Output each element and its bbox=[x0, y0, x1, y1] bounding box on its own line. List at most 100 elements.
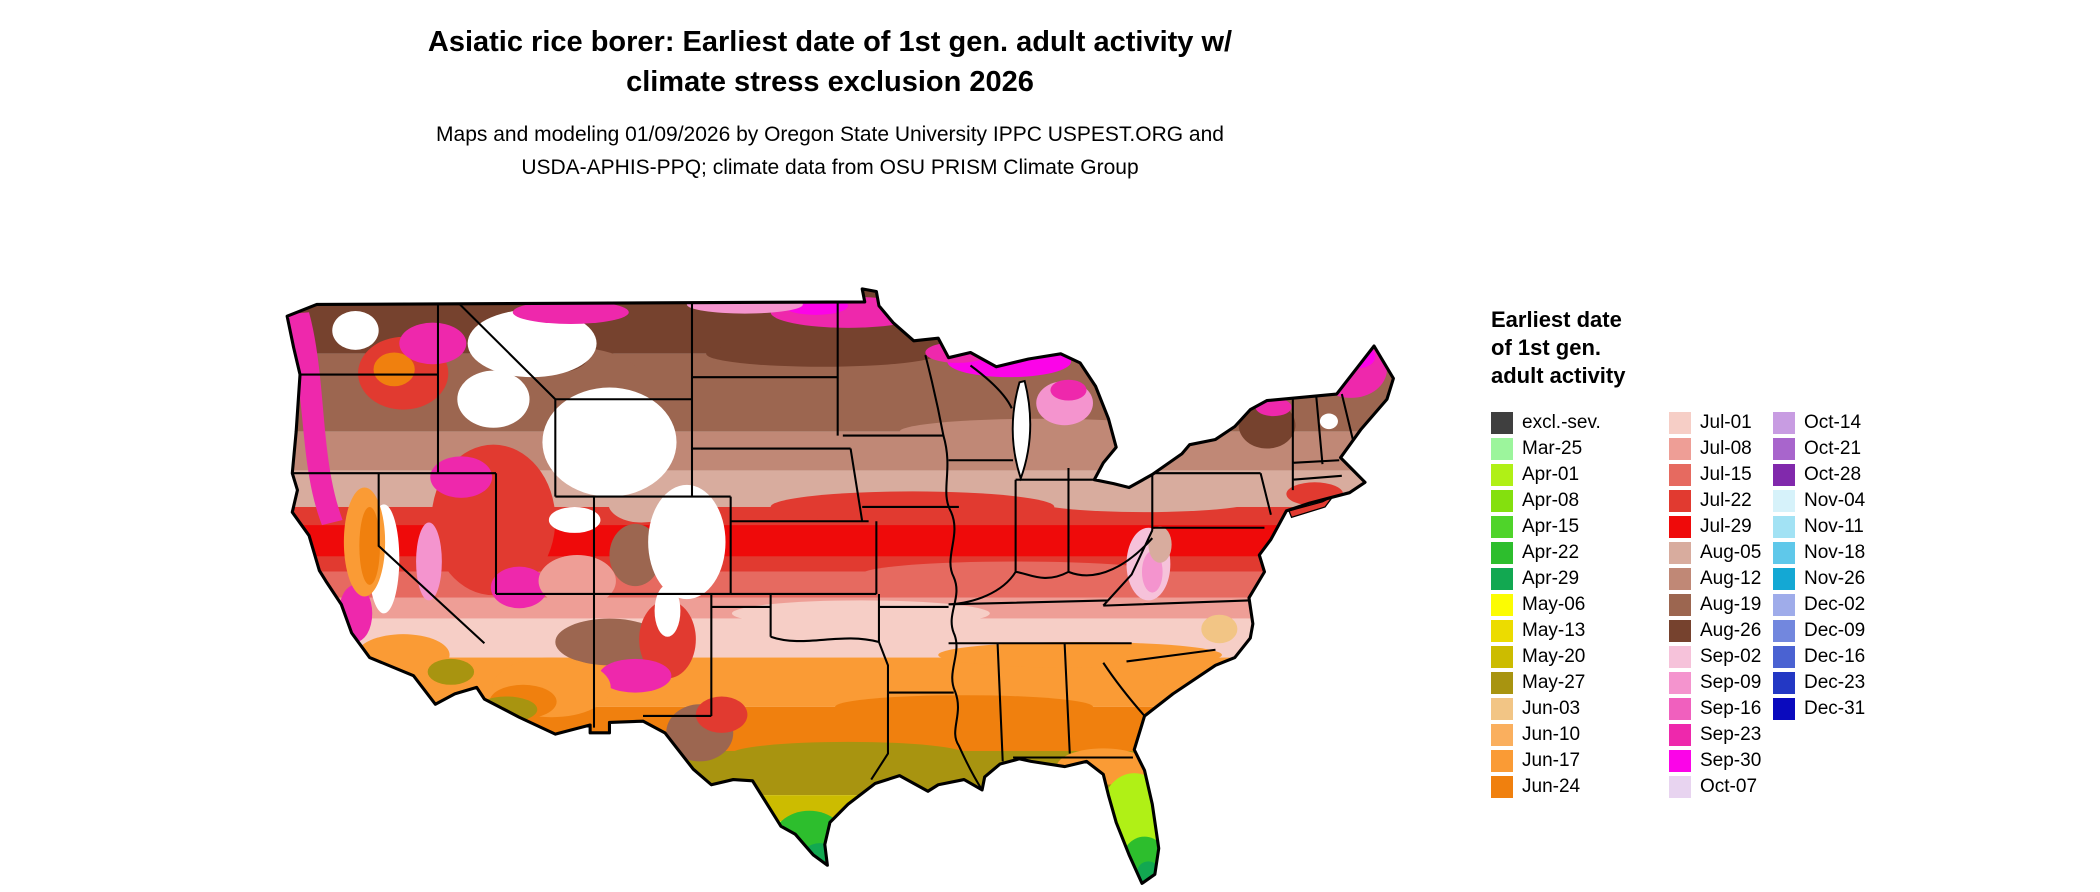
legend-swatch bbox=[1669, 776, 1691, 798]
legend-item: Aug-12 bbox=[1669, 566, 1761, 592]
legend-swatch bbox=[1491, 646, 1513, 668]
legend-label: Jul-15 bbox=[1700, 464, 1752, 485]
legend-title-line-3: adult activity bbox=[1491, 363, 1626, 388]
legend-swatch bbox=[1491, 594, 1513, 616]
legend-swatch bbox=[1669, 568, 1691, 590]
legend-item: Jun-17 bbox=[1491, 748, 1601, 774]
legend-label: excl.-sev. bbox=[1522, 412, 1601, 433]
legend-item: Jul-15 bbox=[1669, 462, 1761, 488]
legend-swatch bbox=[1491, 750, 1513, 772]
legend-label: Jun-03 bbox=[1522, 698, 1581, 719]
legend-label: Jun-10 bbox=[1522, 724, 1581, 745]
legend-label: Aug-12 bbox=[1700, 568, 1762, 589]
lake-michigan bbox=[1011, 379, 1032, 482]
legend-swatch bbox=[1669, 646, 1691, 668]
legend-item: Jul-22 bbox=[1669, 488, 1761, 514]
legend-item: Nov-04 bbox=[1773, 488, 1865, 514]
legend-swatch bbox=[1669, 438, 1691, 460]
legend-swatch bbox=[1491, 412, 1513, 434]
legend-label: Dec-09 bbox=[1804, 620, 1866, 641]
legend-item: Aug-05 bbox=[1669, 540, 1761, 566]
legend-item: Oct-14 bbox=[1773, 410, 1865, 436]
legend-item: Oct-07 bbox=[1669, 774, 1761, 800]
legend-item: Sep-09 bbox=[1669, 670, 1761, 696]
legend-swatch bbox=[1669, 620, 1691, 642]
legend-swatch bbox=[1491, 490, 1513, 512]
state-borders bbox=[292, 301, 1356, 791]
west-terrain-blobs bbox=[287, 300, 748, 762]
legend-item: Oct-28 bbox=[1773, 462, 1865, 488]
legend-swatch bbox=[1491, 542, 1513, 564]
legend-label: Oct-21 bbox=[1804, 438, 1862, 459]
legend-swatch bbox=[1773, 698, 1795, 720]
legend-label: Nov-18 bbox=[1804, 542, 1866, 563]
legend-swatch bbox=[1491, 464, 1513, 486]
legend-swatch bbox=[1669, 412, 1691, 434]
legend-label: Apr-29 bbox=[1522, 568, 1580, 589]
legend-item: Jul-01 bbox=[1669, 410, 1761, 436]
legend-item: May-27 bbox=[1491, 670, 1601, 696]
legend-item: Apr-15 bbox=[1491, 514, 1601, 540]
legend-item: Jun-03 bbox=[1491, 696, 1601, 722]
legend-label: Sep-09 bbox=[1700, 672, 1762, 693]
legend-swatch bbox=[1773, 412, 1795, 434]
legend-swatch bbox=[1773, 568, 1795, 590]
legend-item: Mar-25 bbox=[1491, 436, 1601, 462]
legend-item: Aug-19 bbox=[1669, 592, 1761, 618]
legend-swatch bbox=[1669, 542, 1691, 564]
legend-item: excl.-sev. bbox=[1491, 410, 1601, 436]
legend-label: May-20 bbox=[1522, 646, 1586, 667]
legend-swatch bbox=[1669, 516, 1691, 538]
legend-item: Oct-21 bbox=[1773, 436, 1865, 462]
legend-label: May-27 bbox=[1522, 672, 1586, 693]
legend-swatch bbox=[1491, 620, 1513, 642]
legend-label: May-13 bbox=[1522, 620, 1586, 641]
legend-swatch bbox=[1491, 438, 1513, 460]
legend-label: Oct-14 bbox=[1804, 412, 1862, 433]
legend-label: Jun-24 bbox=[1522, 776, 1581, 797]
legend-swatch bbox=[1773, 438, 1795, 460]
legend-item: Jul-29 bbox=[1669, 514, 1761, 540]
legend-item: Nov-26 bbox=[1773, 566, 1865, 592]
legend-label: Sep-02 bbox=[1700, 646, 1762, 667]
legend-column-3: Oct-14 Oct-21 Oct-28 Nov-04 Nov-11 Nov-18 Nov-… bbox=[1773, 410, 1865, 722]
legend-item: Dec-16 bbox=[1773, 644, 1865, 670]
legend-label: Dec-31 bbox=[1804, 698, 1866, 719]
legend-label: Oct-07 bbox=[1700, 776, 1758, 797]
legend-swatch bbox=[1491, 672, 1513, 694]
legend-item: Dec-23 bbox=[1773, 670, 1865, 696]
legend-swatch bbox=[1491, 698, 1513, 720]
legend-swatch bbox=[1773, 542, 1795, 564]
legend-swatch bbox=[1669, 724, 1691, 746]
legend-label: Oct-28 bbox=[1804, 464, 1862, 485]
legend-item: Dec-09 bbox=[1773, 618, 1865, 644]
legend-item: May-20 bbox=[1491, 644, 1601, 670]
legend-swatch bbox=[1669, 464, 1691, 486]
legend-label: Dec-23 bbox=[1804, 672, 1866, 693]
legend-label: Aug-05 bbox=[1700, 542, 1762, 563]
legend-item: May-13 bbox=[1491, 618, 1601, 644]
legend-item: Nov-11 bbox=[1773, 514, 1865, 540]
legend-item: Jun-10 bbox=[1491, 722, 1601, 748]
legend-label: Apr-08 bbox=[1522, 490, 1580, 511]
legend-label: Nov-11 bbox=[1804, 516, 1864, 537]
legend-label: Nov-26 bbox=[1804, 568, 1866, 589]
legend-item: Dec-02 bbox=[1773, 592, 1865, 618]
legend-label: Jul-01 bbox=[1700, 412, 1752, 433]
legend-swatch bbox=[1773, 594, 1795, 616]
map-svg bbox=[285, 287, 1395, 885]
legend-swatch bbox=[1773, 646, 1795, 668]
legend-label: Mar-25 bbox=[1522, 438, 1583, 459]
legend-label: Jun-17 bbox=[1522, 750, 1581, 771]
legend-label: Apr-01 bbox=[1522, 464, 1580, 485]
legend-swatch bbox=[1669, 672, 1691, 694]
legend-label: Sep-16 bbox=[1700, 698, 1762, 719]
legend-title-line-1: Earliest date bbox=[1491, 307, 1622, 332]
legend-label: Sep-30 bbox=[1700, 750, 1762, 771]
us-choropleth-map bbox=[242, 224, 1454, 886]
legend-swatch bbox=[1491, 568, 1513, 590]
legend-swatch bbox=[1491, 776, 1513, 798]
legend-title-line-2: of 1st gen. bbox=[1491, 335, 1602, 360]
raster-fill-layers bbox=[287, 288, 1394, 884]
